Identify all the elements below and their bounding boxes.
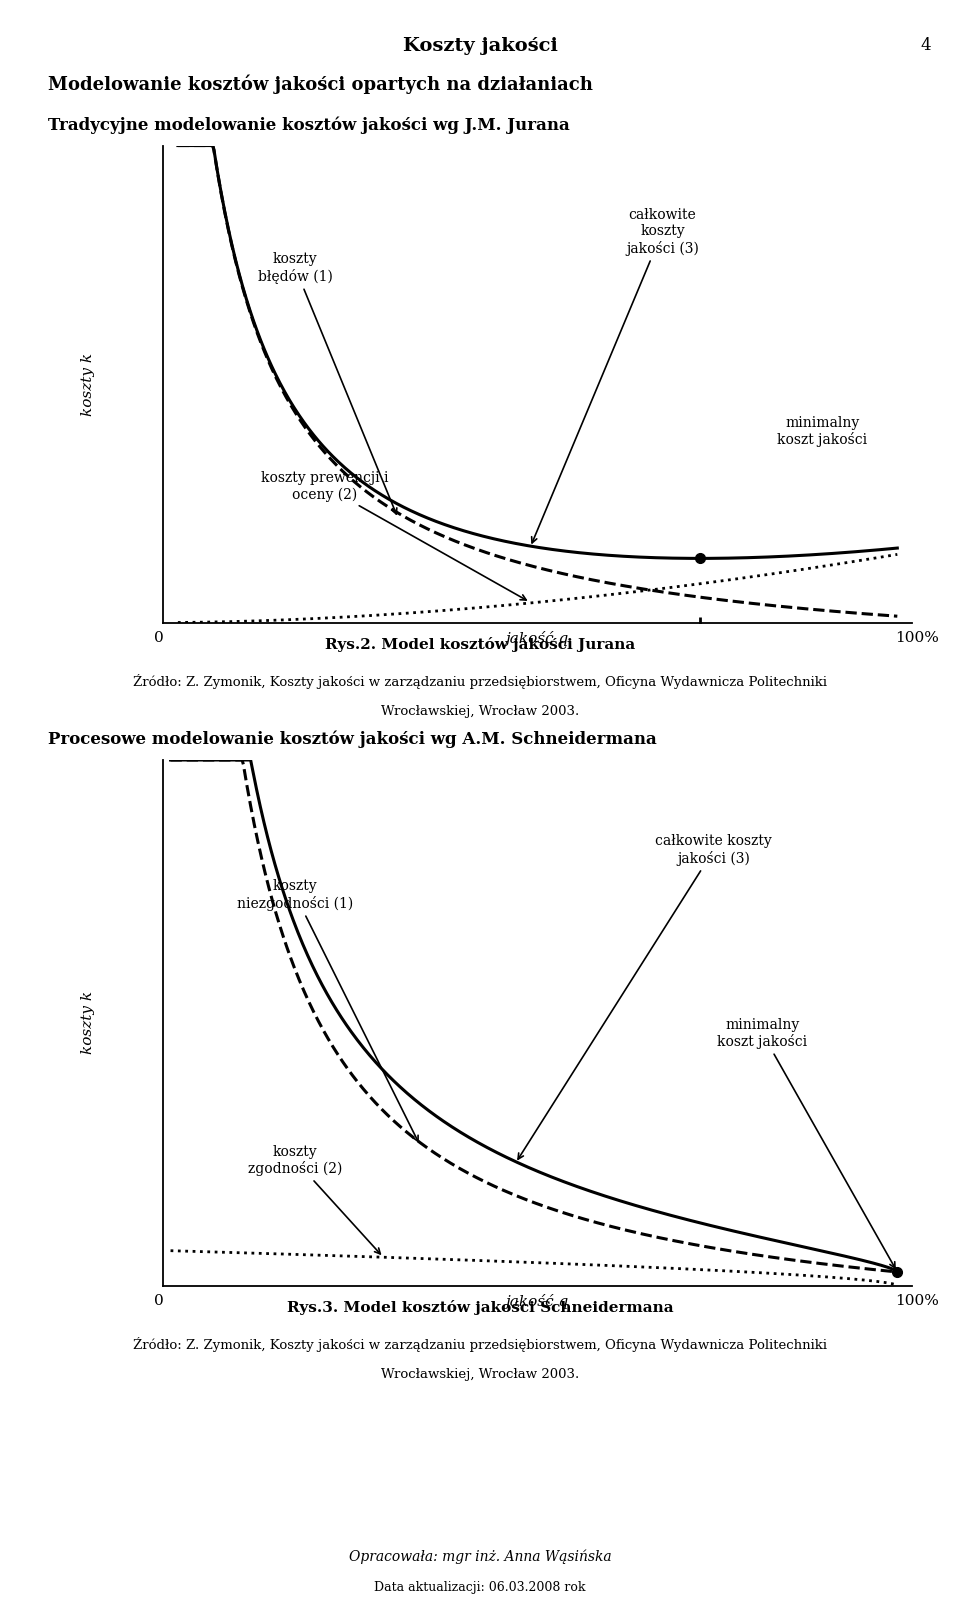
Text: Data aktualizacji: 06.03.2008 rok: Data aktualizacji: 06.03.2008 rok <box>374 1581 586 1594</box>
Text: minimalny
koszt jakości: minimalny koszt jakości <box>777 416 867 448</box>
Text: jakość q: jakość q <box>506 1294 569 1308</box>
Text: 4: 4 <box>921 37 931 55</box>
Text: Koszty jakości: Koszty jakości <box>402 37 558 55</box>
Text: 100%: 100% <box>895 1294 939 1308</box>
Text: koszty
błędów (1): koszty błędów (1) <box>258 252 396 514</box>
Text: Procesowe modelowanie kosztów jakości wg A.M. Schneidermana: Procesowe modelowanie kosztów jakości wg… <box>48 731 657 749</box>
Text: 0: 0 <box>154 1294 163 1308</box>
Text: całkowite
koszty
jakości (3): całkowite koszty jakości (3) <box>532 209 699 543</box>
Text: Modelowanie kosztów jakości opartych na działaniach: Modelowanie kosztów jakości opartych na … <box>48 74 593 94</box>
Text: Opracowała: mgr inż. Anna Wąsińska: Opracowała: mgr inż. Anna Wąsińska <box>348 1549 612 1564</box>
Text: Wrocławskiej, Wrocław 2003.: Wrocławskiej, Wrocław 2003. <box>381 705 579 718</box>
Text: 100%: 100% <box>895 631 939 645</box>
Text: koszty k: koszty k <box>82 353 95 416</box>
Text: 0: 0 <box>154 631 163 645</box>
Text: całkowite koszty
jakości (3): całkowite koszty jakości (3) <box>518 834 772 1159</box>
Text: Rys.2. Model kosztów jakości Jurana: Rys.2. Model kosztów jakości Jurana <box>324 637 636 652</box>
Text: Wrocławskiej, Wrocław 2003.: Wrocławskiej, Wrocław 2003. <box>381 1368 579 1381</box>
Text: koszty prewencji i
oceny (2): koszty prewencji i oceny (2) <box>261 471 526 600</box>
Text: Tradycyjne modelowanie kosztów jakości wg J.M. Jurana: Tradycyjne modelowanie kosztów jakości w… <box>48 116 569 134</box>
Text: Źródło: Z. Zymonik, Koszty jakości w zarządzaniu przedsiębiorstwem, Oficyna Wyda: Źródło: Z. Zymonik, Koszty jakości w zar… <box>133 674 827 689</box>
Text: minimalny
koszt jakości: minimalny koszt jakości <box>717 1017 895 1268</box>
Text: jakość q: jakość q <box>506 631 569 645</box>
Text: Źródło: Z. Zymonik, Koszty jakości w zarządzaniu przedsiębiorstwem, Oficyna Wyda: Źródło: Z. Zymonik, Koszty jakości w zar… <box>133 1337 827 1352</box>
Text: koszty
zgodności (2): koszty zgodności (2) <box>248 1145 380 1253</box>
Text: Rys.3. Model kosztów jakości Schneidermana: Rys.3. Model kosztów jakości Schneiderma… <box>287 1300 673 1315</box>
Text: koszty k: koszty k <box>82 991 95 1054</box>
Text: koszty
niezgodności (1): koszty niezgodności (1) <box>237 880 419 1142</box>
